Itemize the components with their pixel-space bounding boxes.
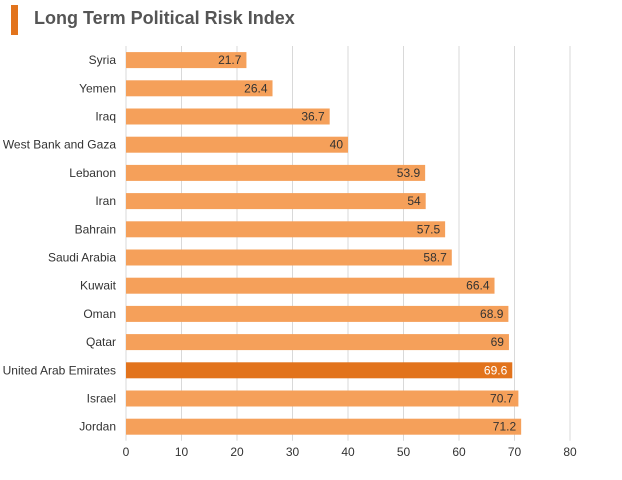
data-label: 58.7 (423, 251, 447, 265)
data-label: 54 (407, 194, 421, 208)
chart-title: Long Term Political Risk Index (34, 8, 295, 28)
category-label: Yemen (79, 81, 116, 95)
data-label: 69.6 (484, 363, 508, 377)
bar (126, 136, 348, 153)
bar (126, 80, 273, 97)
bar (126, 390, 519, 407)
x-tick-label: 0 (123, 445, 130, 459)
category-label: Iran (95, 194, 116, 208)
x-tick-label: 70 (508, 445, 522, 459)
bar (126, 164, 426, 181)
category-label: West Bank and Gaza (3, 138, 117, 152)
bar (126, 334, 509, 351)
data-label: 57.5 (417, 222, 441, 236)
data-label: 69 (491, 335, 505, 349)
bar (126, 221, 446, 238)
title-accent-bar (11, 5, 18, 35)
bar (126, 249, 452, 266)
category-label: Qatar (86, 335, 116, 349)
bar (126, 277, 495, 294)
category-label: United Arab Emirates (3, 363, 116, 377)
category-label: Oman (83, 307, 116, 321)
x-tick-label: 50 (397, 445, 411, 459)
category-label: Kuwait (80, 279, 117, 293)
bar (126, 108, 330, 125)
bar (126, 305, 509, 322)
data-label: 70.7 (490, 392, 514, 406)
category-label: Saudi Arabia (48, 251, 116, 265)
x-tick-label: 80 (563, 445, 577, 459)
bar (126, 418, 522, 435)
category-label: Bahrain (75, 222, 116, 236)
data-label: 66.4 (466, 279, 490, 293)
x-tick-label: 30 (286, 445, 300, 459)
category-label: Lebanon (69, 166, 116, 180)
data-label: 68.9 (480, 307, 504, 321)
x-tick-label: 60 (452, 445, 466, 459)
bar (126, 52, 247, 69)
x-tick-label: 20 (230, 445, 244, 459)
data-label: 21.7 (218, 53, 242, 67)
data-label: 36.7 (301, 110, 325, 124)
category-label: Syria (89, 53, 117, 67)
category-label: Israel (87, 392, 116, 406)
data-label: 26.4 (244, 81, 268, 95)
category-label: Iraq (95, 110, 116, 124)
data-label: 53.9 (397, 166, 421, 180)
bar (126, 362, 513, 379)
data-label: 71.2 (493, 420, 517, 434)
bar (126, 193, 426, 210)
category-label: Jordan (79, 420, 116, 434)
x-tick-label: 10 (175, 445, 189, 459)
data-label: 40 (330, 138, 344, 152)
x-tick-label: 40 (341, 445, 355, 459)
